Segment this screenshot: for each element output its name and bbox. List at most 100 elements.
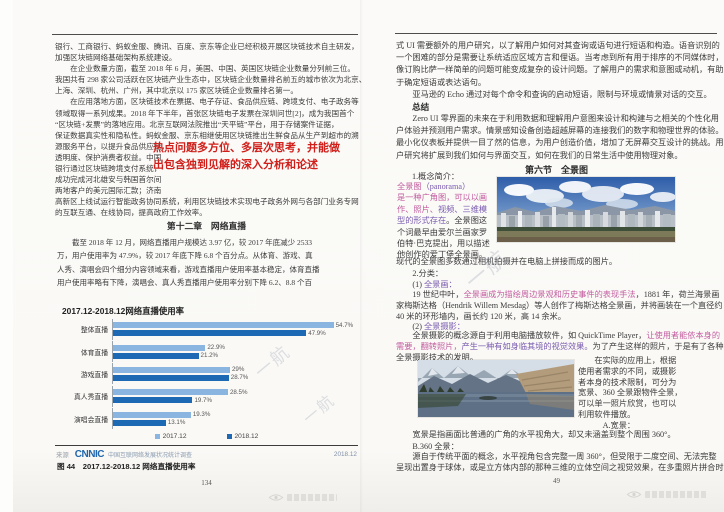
text-line: 高新区上线试运行智能政务协同系统，利用区块链技术实现电子政务外网与各部门业务专网	[55, 197, 359, 206]
classification-label: 2.分类：	[396, 269, 444, 278]
text-line: Zero UI 零界面的未来在于利用数据和理解用户意图来设计和构建与之相关的个性…	[396, 114, 719, 123]
text-line: 于确定短语或表达语句。	[396, 77, 487, 87]
text-line: 需要，翻转照片，产生一种有如身临其境的视觉效果。为了产生这样的照片，于是有了各种	[396, 341, 724, 351]
text-line: 我国共有 298 家公司活跃在区块链产业生态中，区块链企业数量排名前五的城市依次…	[55, 75, 367, 85]
chart-row: 整体直播 54.7% 47.9%	[56, 318, 356, 340]
text-line: “区块链+发票”的落地应用。北京互联网法院推出“天平链”平台，用于存储案件证据，	[55, 119, 339, 129]
text-line: 上海、深圳、杭州、广州，其中北京以 175 家区块链企业数量排名第一。	[55, 86, 298, 96]
text-line: 人秀、演唱会四个细分内容领域来看，游戏直播用户使用率基本稳定，体育直播	[57, 264, 320, 274]
legend-item: 2018.12	[226, 433, 259, 440]
bar-2017.12	[113, 322, 334, 329]
bar-2017.12	[113, 344, 206, 351]
text-line: 作、照片、视频、三维模	[397, 204, 488, 214]
chart-row: 演唱会直播 19.3% 13.1%	[56, 408, 356, 430]
text-line: 保证数据真实性和隐私性。蚂蚁金服、京东相继使用区块链推出生鲜食品从生产到超市的溯	[55, 130, 359, 140]
text-line: 一个困难的部分是需要让系统适应区域方言和俚语。当考虑到所有用于排序的不同媒体时，	[396, 53, 724, 63]
page-number-left: 134	[201, 479, 212, 487]
legend-label: 2017.12	[162, 433, 187, 440]
full-360-label: B.360 全景：	[396, 442, 459, 451]
text-line: 源服务平台，以提升食品供应链	[55, 142, 162, 151]
text-line: 的互联互通、在线协同，提高政府工作效率。	[55, 208, 207, 218]
page-seam	[360, 0, 363, 512]
text-line: 最小化仪表板并提供一目了然的信息，为用户创造价值，增加了无屏幕交互设计的挑战。用	[396, 138, 724, 148]
text-line: 用户使用率略有下降，演唱会、真人秀直播用户使用率分别下降 6.2、8.8 个百	[57, 278, 312, 288]
text-line: 在企业数量方面，截至 2018 年 6 月，美国、中国、英国区块链企业数量分列前…	[55, 64, 355, 74]
section-heading: 第六节 全景图	[524, 165, 588, 175]
weibo-eye-icon	[268, 494, 284, 501]
nineteenth-century-paragraph: 19 世纪中叶，全景画成为描绘周边景观和历史事件的表现手法，1881 年，荷兰海…	[396, 289, 723, 323]
bar-value: 21.2%	[200, 352, 219, 360]
text-line: (1) 全景画：	[396, 280, 457, 289]
text-line: 像订购比萨一样简单的问题可能变成复杂的设计问题。了解用户的需求和意图或动机，有助	[396, 65, 724, 75]
text-line: 万，用户使用率为 47.9%，较 2017 年底下降 6.8 个百分点。从体育、…	[57, 251, 313, 261]
illegible-watermark-text	[645, 491, 707, 498]
text-line: 宽景、360 全景跟物件全景，	[578, 388, 683, 398]
bar-group: 29% 28.7%	[112, 363, 355, 385]
bar-value: 13.1%	[167, 419, 186, 427]
blockchain-tail-lines: 高新区上线试运行智能政务协同系统，利用区块链技术实现电子政务外网与各部门业务专网…	[55, 196, 359, 218]
bar-2018.12	[113, 419, 166, 426]
legend-label: 2018.12	[234, 433, 259, 440]
chart-row: 真人秀直播 28.5% 19.7%	[56, 385, 356, 407]
chapter-heading: 第十二章 网络直播	[166, 221, 247, 231]
application-side-column: 在实际的应用上，根据 使用者需求的不同，或摄影 者本身的技术限制，可分为 宽景、360…	[578, 356, 718, 432]
category-label: 演唱会直播	[74, 416, 108, 424]
chart-title: 2017.12-2018.12网络直播使用率	[62, 306, 184, 316]
text-line: 家梅斯达格（Hendrik Willem Mesdag）等人创作了梅斯达格全景画…	[396, 301, 723, 311]
blockchain-paragraphs: 银行、工商银行、蚂蚁金服、腾讯、百度、京东等企业已经积极开展区块链技术自主研发，…	[55, 41, 367, 141]
summary-heading: 总结	[412, 102, 430, 112]
text-line: A.宽景：	[578, 420, 636, 430]
livestream-paragraph: 截至 2018 年 12 月，网络直播用户规模达 3.97 亿，较 2017 年…	[57, 236, 320, 290]
bar-value: 22.9%	[207, 344, 225, 352]
bar-value: 19.7%	[194, 396, 212, 404]
text-line: 在应用落地方面，区块链技术在票据、电子存证、食品供应链、跨境支付、电子政务等	[55, 97, 359, 107]
text-line: 全景摄影的概念源自于利用电脑播放软件，如 QuickTime Player，让使…	[396, 331, 721, 340]
text-line: 成功完成河北雄安与韩国首尔间	[55, 175, 162, 185]
text-line: 利用软件播放。	[578, 409, 636, 419]
chart-row: 游戏直播 29% 28.7%	[56, 363, 356, 385]
bar-group: 54.7% 47.9%	[112, 318, 355, 340]
modern-panorama-line: 现代的全景图多数通过相机拍摄并在电脑上拼接而成的图片。	[396, 257, 618, 266]
bar-group: 22.9% 21.2%	[112, 341, 355, 363]
category-label: 游戏直播	[80, 371, 108, 379]
text-line: 个词最早由爱尔兰画家罗	[397, 227, 488, 237]
bar-value: 28.7%	[230, 374, 249, 382]
cnnic-logo: CNNIC	[74, 449, 105, 460]
bar-group: 19.3% 13.1%	[112, 408, 355, 430]
bar-2018.12	[113, 330, 307, 337]
bar-2017.12	[113, 389, 228, 396]
figure-caption: 图 44 2017.12-2018.12 网络直播使用率	[57, 462, 196, 471]
wide-view-line: 宽景是指画面比普通的广角的水平视角大，却又未涵盖到整个周围 360°。	[396, 430, 676, 439]
full-360-paragraph: 源自于传统平面的概念，水平视角包含完整一周 360°，但受限于二度空间、无法完整…	[396, 451, 724, 473]
bar-value: 29%	[231, 366, 245, 374]
text-line: 户研究将扩展到我们如何与界面交互，如何在我们的日常生活中使用物理对象。	[396, 150, 683, 160]
weibo-eye-icon	[626, 491, 642, 498]
summary-paragraph: Zero UI 零界面的未来在于利用数据和理解用户意图来设计和构建与之相关的个性…	[396, 113, 724, 162]
text-line: 40 米的环形墙内，画长约 120 米，高 14 余米。	[396, 312, 566, 322]
blockchain-narrow-lines: 源服务平台，以提升食品供应链 透明度、保护消费者权益。中国 银行通过区块链跨境支付系…	[55, 141, 165, 196]
text-line: 型的形式存在。全景图这	[397, 216, 488, 226]
text-line: 出包含独到见解的深入分析和论述	[153, 159, 318, 171]
weibo-watermark-right	[626, 490, 707, 499]
text-line: 热点问题多方位、多层次思考，并能做	[153, 142, 340, 154]
category-label: 体育直播	[80, 349, 108, 357]
bar-2018.12	[113, 352, 199, 359]
panorama-painting-label: (1) 全景画：	[396, 278, 718, 290]
text-line: 银行、工商银行、蚂蚁金服、腾讯、百度、京东等企业已经积极开展区块链技术自主研发，	[55, 42, 359, 51]
text-line: 源自于传统平面的概念，水平视角包含完整一周 360°，但受限于二度空间、无法完整	[396, 452, 717, 461]
text-line: 银行通过区块链跨境支付系统，	[55, 164, 162, 174]
zero-ui-paragraph: 式 UI 需要额外的用户研究，以了解用户如何对其查询或语句进行短语和构造。语音识…	[396, 40, 724, 101]
header-rule-left	[52, 34, 358, 36]
text-line: 可以单一照片欣赏，也可以	[578, 399, 677, 409]
text-line: 亚马逊的 Echo 通过对每个命令和查询的启动短语，限制与环境或情景对话的交互。	[396, 89, 712, 99]
source-description: 中国互联网络发展状况统计调查	[107, 453, 192, 459]
bar-value: 19.3%	[192, 411, 211, 419]
concept-label: 1.概念简介：	[412, 172, 460, 181]
source-label: 来源	[56, 452, 69, 459]
illegible-watermark-text	[287, 494, 337, 501]
page-edge	[0, 0, 13, 512]
panorama-photography-label: (2) 全景摄影：	[396, 320, 718, 332]
source-date: 2018.12	[333, 451, 357, 458]
panorama-photography-paragraph: 全景摄影的概念源自于利用电脑播放软件，如 QuickTime Player，让使…	[396, 331, 724, 363]
